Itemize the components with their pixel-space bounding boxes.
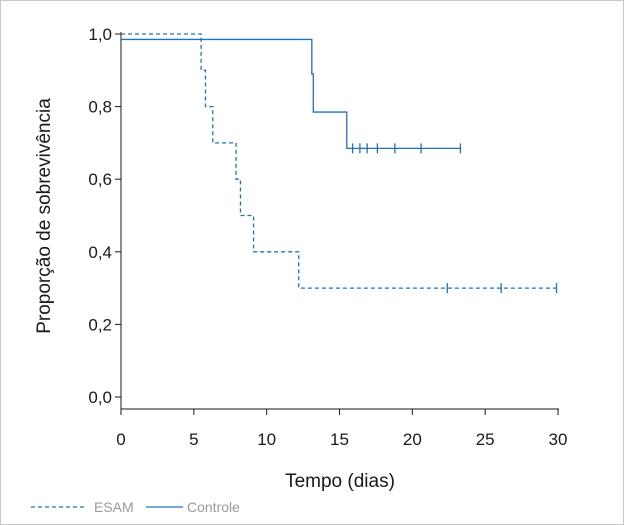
legend-label-controle: Controle: [187, 499, 240, 515]
series-line-controle: [121, 38, 461, 149]
legend: ESAM Controle: [31, 499, 240, 515]
y-tick-label: 0,8: [88, 98, 112, 117]
y-tick-label: 0,4: [88, 243, 112, 262]
x-tick-label: 20: [403, 430, 422, 449]
x-axis-title: Tempo (dias): [285, 471, 395, 492]
legend-label-esam: ESAM: [94, 499, 134, 515]
x-tick-label: 30: [549, 430, 568, 449]
y-tick-label: 0,6: [88, 170, 112, 189]
series-line-esam: [121, 33, 558, 289]
x-tick-label: 25: [476, 430, 495, 449]
x-tick-label: 5: [189, 430, 198, 449]
axes: 0,0 0,2 0,4 0,6 0,8 1,0 0 5 10 15 20 25 30: [88, 25, 567, 449]
y-tick-label: 0,0: [88, 388, 112, 407]
series-marks: [121, 33, 558, 294]
y-tick-label: 1,0: [88, 25, 112, 44]
x-tick-label: 15: [330, 430, 349, 449]
y-axis-title: Proporção de sobrevivência: [34, 98, 55, 334]
x-tick-label: 10: [257, 430, 276, 449]
x-tick-label: 0: [116, 430, 125, 449]
y-tick-label: 0,2: [88, 315, 112, 334]
